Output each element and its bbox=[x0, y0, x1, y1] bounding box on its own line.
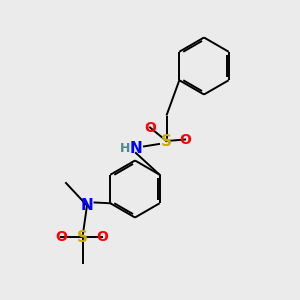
Text: O: O bbox=[96, 230, 108, 244]
Text: O: O bbox=[56, 230, 68, 244]
Text: S: S bbox=[77, 230, 88, 244]
Text: O: O bbox=[144, 121, 156, 134]
Text: N: N bbox=[130, 141, 142, 156]
Text: O: O bbox=[179, 133, 191, 146]
Text: N: N bbox=[81, 198, 93, 213]
Text: H: H bbox=[120, 142, 130, 155]
Text: S: S bbox=[161, 134, 172, 148]
